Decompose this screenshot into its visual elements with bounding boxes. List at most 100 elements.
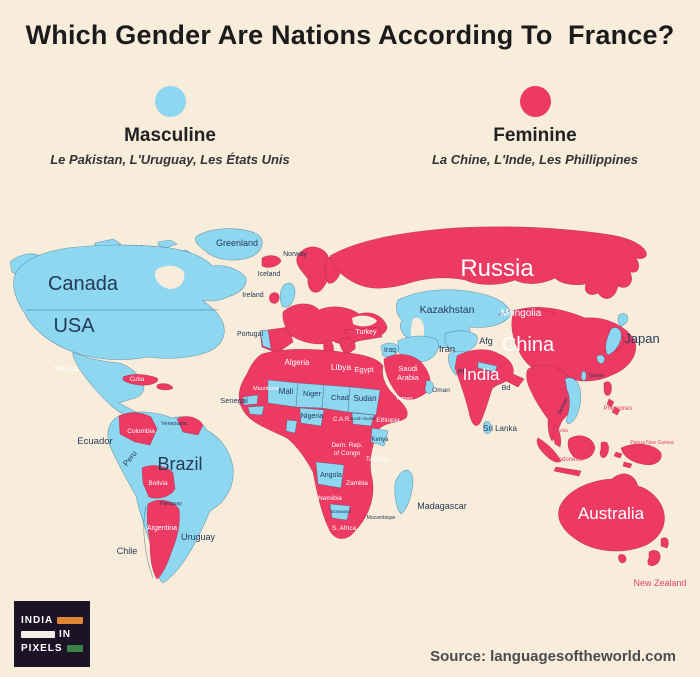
map-label-saudi: Saudi — [398, 364, 418, 373]
region-new-zealand — [647, 537, 669, 566]
region-java — [553, 466, 582, 477]
region-greenland — [195, 228, 263, 261]
border-chile — [143, 505, 154, 579]
map-label-philippines: Philippines — [603, 406, 632, 412]
map-label-c-a-r-: C.A.R. — [333, 417, 351, 423]
logo-text-in: IN — [59, 628, 71, 640]
map-label-russia: Russia — [460, 255, 534, 282]
map-label-yemen: Yemen — [396, 396, 413, 402]
map-label-mongolia: Mongolia — [501, 308, 542, 319]
masculine-label: Masculine — [124, 125, 216, 146]
map-label-brazil: Brazil — [157, 454, 202, 474]
region-nepal — [477, 361, 498, 373]
map-label-ireland: Ireland — [242, 292, 264, 299]
region-kenya — [370, 427, 389, 447]
map-label-oman: Oman — [432, 387, 450, 394]
map-label-mexico: Mexico — [54, 364, 78, 373]
region-senegal — [242, 394, 259, 406]
map-label-india: India — [463, 365, 500, 384]
map-label-paraguay: Paraguay — [160, 501, 182, 507]
logo-text-india: INDIA — [21, 614, 54, 626]
region-india — [454, 349, 525, 426]
region-uk — [279, 282, 296, 308]
feminine-label: Feminine — [493, 125, 577, 146]
map-label-madagascar: Madagascar — [417, 501, 467, 511]
region-japan — [596, 313, 629, 364]
logo-text-pixels: PIXELS — [21, 642, 63, 654]
region-sulawesi — [599, 441, 609, 458]
region-portugal — [259, 329, 272, 350]
map-label-malaysia: Malaysia — [548, 428, 568, 434]
map-label-chile: Chile — [117, 546, 138, 556]
region-vietnam — [564, 377, 582, 424]
region-angola — [315, 461, 345, 489]
map-label-namibia: Namibia — [318, 495, 342, 502]
map-label-iceland: Iceland — [258, 271, 281, 278]
legend-masculine: Masculine Le Pakistan, L'Uruguay, Les Ét… — [20, 86, 320, 167]
map-label-papua-new-guinea: Papua New Guinea — [630, 440, 674, 446]
region-iceland — [261, 255, 282, 268]
map-label-taiwan: Taiwan — [588, 373, 604, 379]
map-label-usa: USA — [53, 315, 95, 337]
map-label-afg: Afg — [479, 336, 493, 346]
region-sri-lanka — [483, 421, 492, 434]
map-label-ecuador: Ecuador — [77, 436, 112, 447]
region-bolivia — [141, 465, 176, 499]
map-label-mali: Mali — [279, 387, 294, 396]
map-label-arabia: Arabia — [397, 373, 420, 382]
region-mexico-central-america — [72, 351, 152, 427]
map-label-greenland: Greenland — [216, 238, 258, 248]
map-label-turkey: Turkey — [355, 329, 377, 336]
map-label-nigeria: Nigeria — [301, 413, 323, 420]
region-guyanas — [176, 416, 204, 436]
logo-row-2: IN — [21, 629, 83, 640]
map-labels: Canada USA Greenland Iceland Ireland Norway Po… — [48, 238, 687, 588]
map-label-tanzania: Tanzania — [366, 457, 391, 463]
map-label-sudan: Sudan — [353, 394, 376, 403]
region-borneo — [567, 435, 596, 460]
map-label-indonesia: Indonesia — [557, 457, 584, 463]
saffron-bar-icon — [57, 616, 83, 624]
region-argentina — [146, 499, 180, 580]
page-title: Which Gender Are Nations According To Fr… — [25, 20, 675, 50]
region-cuba — [122, 374, 159, 386]
region-ghana — [285, 419, 298, 434]
border-mongolia — [497, 308, 557, 316]
region-scandinavia — [296, 246, 331, 293]
region-taiwan — [580, 371, 587, 381]
map-label-bd: Bd — [502, 385, 511, 392]
map-label-botswana: Botswana — [331, 509, 351, 514]
map-label-argentina: Argentina — [147, 525, 177, 532]
map-label-iraq: Iraq — [384, 347, 396, 354]
region-south-sudan — [351, 412, 375, 427]
map-label-china: China — [502, 334, 555, 356]
map-label-sri-lanka: Sri Lanka — [483, 424, 517, 433]
map-label-angola: Angola — [320, 472, 342, 479]
region-moluccas — [613, 451, 633, 469]
map-label-chad: Chad — [331, 393, 349, 402]
map-label-of-congo: of Congo — [334, 450, 361, 457]
region-hispaniola — [156, 383, 174, 391]
map-label-kazakhstan: Kazakhstan — [420, 304, 475, 316]
feminine-examples: La Chine, L'Inde, Les Phillippines — [431, 152, 639, 167]
map-label-colombia: Colombia — [127, 428, 155, 435]
map-label-senegal: Senegal — [220, 396, 248, 405]
region-oman — [424, 380, 434, 394]
map-label-venezuela: Venezuela — [161, 421, 188, 427]
region-guinea — [247, 405, 265, 416]
region-philippines — [603, 381, 621, 416]
map-label-pk: Pk — [458, 369, 467, 376]
region-colombia — [118, 412, 158, 446]
map-label-dem-rep-: Dem. Rep. — [331, 442, 362, 449]
map-label-kenya: Kenya — [371, 437, 389, 443]
map-label-uruguay: Uruguay — [181, 532, 216, 542]
feminine-color-dot — [519, 86, 551, 117]
source-text: Source: languagesoftheworld.com — [430, 648, 676, 665]
map-label-bolivia: Bolivia — [148, 480, 168, 487]
region-papua-new-guinea — [620, 443, 662, 465]
map-label-south-sudan: South Sudan — [350, 416, 377, 421]
logo-row-3: PIXELS — [21, 643, 83, 654]
region-tasmania — [618, 554, 627, 564]
